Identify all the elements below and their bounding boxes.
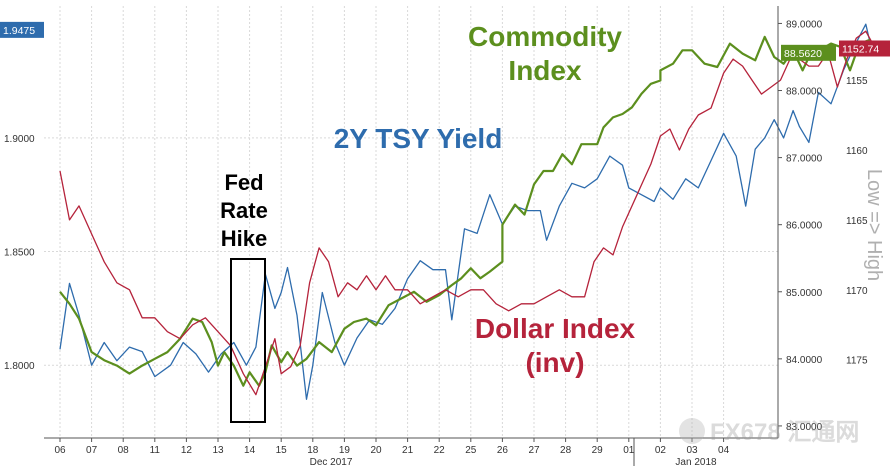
left-tick-label: 1.8000 — [4, 361, 35, 372]
x-tick-label: 19 — [339, 445, 351, 456]
value-tag-text-left: 1.9475 — [3, 25, 35, 37]
series-line-commodity — [59, 35, 877, 387]
x-tick-label: 14 — [244, 445, 256, 456]
right-tick-label: 1170 — [846, 286, 868, 297]
watermark-text: FX678 汇通网 — [710, 419, 859, 446]
value-tag-text-mid: 88.5620 — [784, 48, 822, 60]
x-tick-label: 20 — [370, 445, 382, 456]
axis-layer: 06 07 08 11 12 13 14 15 18 19 20 21 22 25 26 27 28 29 01 02… — [0, 19, 890, 468]
mid-tick-label: 89.0000 — [786, 19, 823, 30]
annotation-yield: 2Y TSY Yield — [334, 123, 503, 154]
fed-hike-box — [230, 258, 266, 423]
series-layer — [59, 23, 877, 400]
series-line-dollar — [59, 30, 876, 396]
mid-tick-label: 83.0000 — [786, 422, 823, 433]
value-tag-right — [839, 40, 890, 57]
x-tick-label: 18 — [307, 445, 319, 456]
x-tick-label: 29 — [592, 445, 604, 456]
x-tick-label: 07 — [86, 445, 98, 456]
x-tick-label: 12 — [181, 445, 193, 456]
value-tag-mid — [781, 44, 836, 61]
x-tick-label: 01 — [623, 445, 635, 456]
x-tick-label: 21 — [402, 445, 414, 456]
x-tick-label: 22 — [434, 445, 446, 456]
annotation-commodity-line2: Index — [508, 55, 582, 86]
value-tag-left — [0, 21, 44, 38]
x-tick-label: 25 — [465, 445, 477, 456]
x-tick-label: 11 — [150, 445, 161, 456]
right-axis-title: Low => High — [863, 169, 885, 281]
annotation-fed-line2: Rate — [220, 198, 268, 223]
right-tick-label: 1175 — [846, 356, 868, 367]
right-tick-label: 1165 — [846, 216, 868, 227]
mid-tick-label: 87.0000 — [786, 154, 823, 165]
grid-layer — [44, 6, 778, 438]
right-tick-label: 1160 — [846, 146, 868, 157]
x-tick-label: 02 — [655, 445, 667, 456]
annotation-commodity-line1: Commodity — [468, 21, 622, 52]
x-tick-label: 13 — [212, 445, 224, 456]
mid-tick-label: 85.0000 — [786, 288, 823, 299]
mid-tick-label: 88.0000 — [786, 87, 823, 98]
annotation-dollar-line2: (inv) — [525, 347, 584, 378]
mid-tick-label: 86.0000 — [786, 221, 823, 232]
watermark: FX678 汇通网 — [679, 418, 859, 446]
x-tick-label: 27 — [528, 445, 540, 456]
x-group-label-dec: Dec 2017 — [310, 457, 353, 468]
plot-area — [44, 6, 778, 438]
right-tick-label: 1155 — [846, 76, 868, 87]
x-tick-label: 28 — [560, 445, 572, 456]
left-tick-label: 1.8500 — [4, 248, 35, 259]
watermark-logo-icon — [679, 418, 705, 444]
x-tick-label: 08 — [118, 445, 130, 456]
annotation-dollar-line1: Dollar Index — [475, 313, 636, 344]
x-group-label-jan: Jan 2018 — [675, 457, 717, 468]
annotation-fed-line3: Hike — [221, 226, 267, 251]
x-tick-label: 03 — [686, 445, 698, 456]
mid-tick-label: 84.0000 — [786, 355, 823, 366]
x-tick-label: 04 — [718, 445, 730, 456]
x-tick-label: 15 — [276, 445, 288, 456]
annotation-fed-line1: Fed — [224, 170, 263, 195]
series-line-yield — [59, 23, 873, 400]
x-tick-label: 26 — [497, 445, 509, 456]
value-tag-text-right: 1152.74 — [842, 44, 879, 56]
left-tick-label: 1.9000 — [4, 134, 35, 145]
x-tick-label: 06 — [54, 445, 66, 456]
